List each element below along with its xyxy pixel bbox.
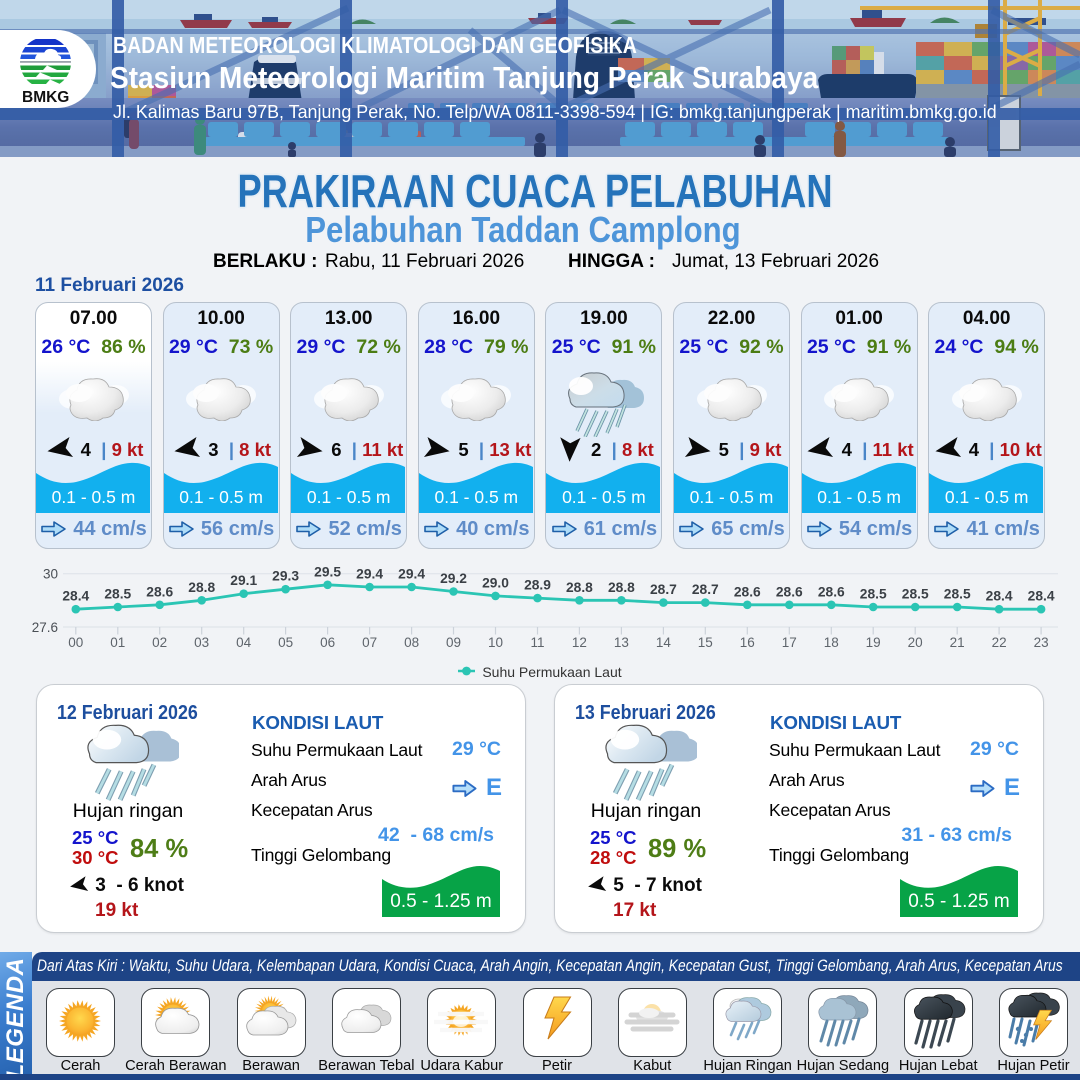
svg-text:28.8: 28.8 [188, 580, 215, 595]
svg-text:18: 18 [824, 635, 839, 650]
svg-text:23: 23 [1034, 635, 1049, 650]
svg-text:27.6: 27.6 [32, 620, 58, 635]
svg-text:11: 11 [530, 635, 544, 650]
svg-text:04: 04 [236, 635, 252, 650]
svg-text:06: 06 [320, 635, 335, 650]
svg-text:28.8: 28.8 [566, 580, 593, 595]
svg-text:30: 30 [43, 567, 58, 582]
svg-text:28.5: 28.5 [104, 587, 131, 602]
svg-text:29.5: 29.5 [314, 564, 341, 579]
svg-text:29.1: 29.1 [230, 573, 257, 588]
svg-text:28.6: 28.6 [776, 584, 803, 599]
svg-text:14: 14 [656, 635, 672, 650]
svg-text:17: 17 [782, 635, 797, 650]
svg-text:28.8: 28.8 [608, 580, 635, 595]
svg-text:07: 07 [362, 635, 377, 650]
svg-text:20: 20 [908, 635, 923, 650]
svg-text:02: 02 [152, 635, 167, 650]
svg-text:28.4: 28.4 [1028, 589, 1055, 604]
svg-text:29.3: 29.3 [272, 569, 299, 584]
svg-text:28.6: 28.6 [734, 584, 761, 599]
svg-text:28.6: 28.6 [146, 584, 173, 599]
svg-text:22: 22 [992, 635, 1007, 650]
svg-text:29.0: 29.0 [482, 575, 509, 590]
svg-text:00: 00 [68, 635, 83, 650]
svg-text:12: 12 [572, 635, 587, 650]
svg-text:10: 10 [488, 635, 503, 650]
svg-text:28.4: 28.4 [62, 589, 89, 604]
svg-text:01: 01 [110, 635, 125, 650]
svg-text:28.6: 28.6 [818, 584, 845, 599]
svg-text:16: 16 [740, 635, 755, 650]
svg-text:28.9: 28.9 [524, 578, 551, 593]
svg-text:28.7: 28.7 [650, 582, 677, 597]
svg-text:05: 05 [278, 635, 293, 650]
svg-text:19: 19 [866, 635, 881, 650]
svg-text:29.4: 29.4 [356, 567, 383, 582]
svg-text:15: 15 [698, 635, 713, 650]
svg-text:28.5: 28.5 [944, 587, 971, 602]
svg-text:28.7: 28.7 [692, 582, 719, 597]
svg-text:28.5: 28.5 [902, 587, 929, 602]
svg-text:28.4: 28.4 [986, 589, 1013, 604]
svg-text:29.2: 29.2 [440, 571, 467, 586]
svg-text:09: 09 [446, 635, 461, 650]
svg-text:03: 03 [194, 635, 209, 650]
svg-text:28.5: 28.5 [860, 587, 887, 602]
svg-text:13: 13 [614, 635, 629, 650]
svg-text:29.4: 29.4 [398, 567, 425, 582]
svg-text:08: 08 [404, 635, 419, 650]
svg-text:21: 21 [950, 635, 965, 650]
